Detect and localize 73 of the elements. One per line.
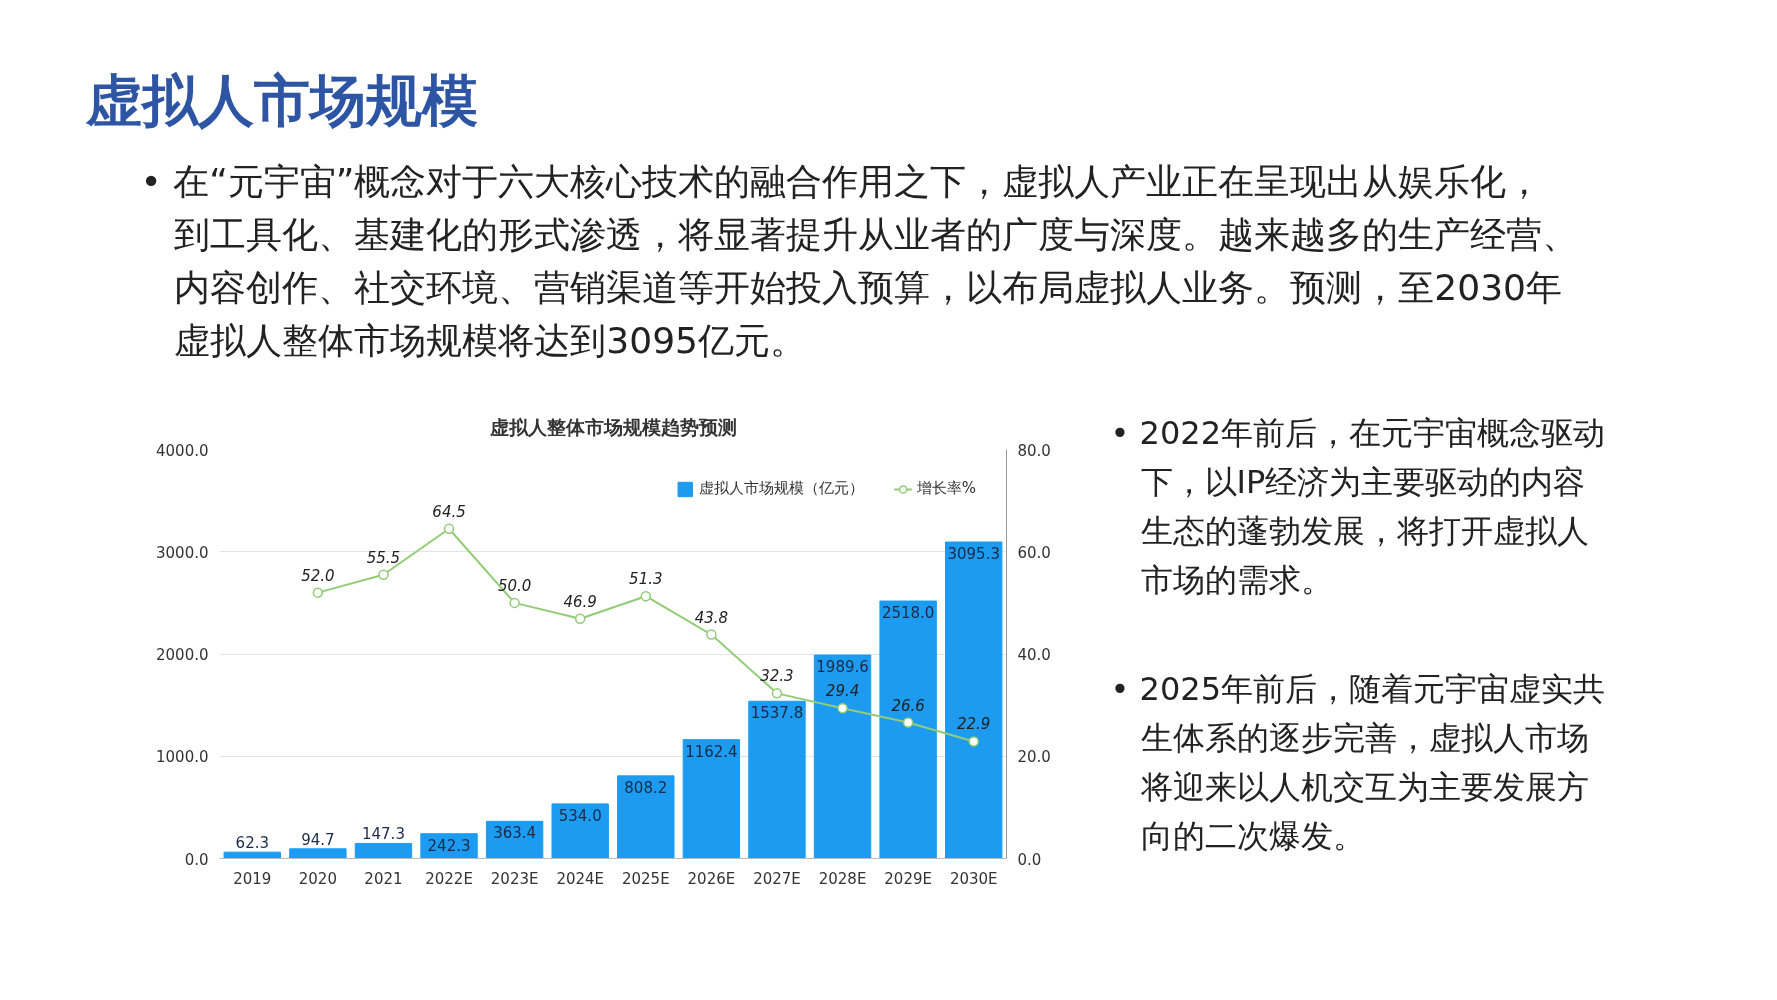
bar <box>879 600 937 859</box>
data-label: 94.7 <box>301 830 335 849</box>
point <box>771 688 783 699</box>
text: • 2025年前后，随着元宇宙虚实共生体系的逐步完善，虚拟人市场将迎来以人机交互为主要发展方向的二次爆发。 <box>1110 669 1605 855</box>
bar <box>354 842 413 859</box>
x-tick-label: 2022E <box>425 869 473 888</box>
x-tick-label: 2028E <box>818 869 867 888</box>
data-label: 22.9 <box>957 715 991 734</box>
point <box>509 597 520 609</box>
point <box>378 569 389 580</box>
bar <box>551 803 609 859</box>
data-label: 1162.4 <box>685 742 738 761</box>
data-label: 1989.6 <box>816 658 869 677</box>
y2-tick-label: 20.0 <box>1017 748 1051 767</box>
x-tick-label: 2020 <box>298 869 337 888</box>
text: • 在“元宇宙”概念对于六大核心技术的融合作用之下，虚拟人产业正在呈现出从娱乐化，到工具化、基建化的形式渗透，将显著提升从业者的广度与深度。越来越多的生产经营、内容创作、社交环境、营销渠道等开始投入预算，以布局虚拟人业务。预测，至2030年虚拟人整体市场规模将达到3095亿元。 <box>140 161 1579 361</box>
x-tick-label: 2019 <box>233 869 272 888</box>
x-tick-label: 2024E <box>556 869 605 888</box>
legend-label: 虚拟人市场规模（亿元） <box>698 479 864 498</box>
point <box>574 613 586 624</box>
data-label: 55.5 <box>366 548 401 567</box>
bar <box>813 654 872 859</box>
point <box>706 629 717 640</box>
y2-tick-label: 80.0 <box>1017 441 1051 460</box>
x-tick-label: 2025E <box>621 869 670 888</box>
data-label: 51.3 <box>629 570 663 589</box>
chart-title: 虚拟人整体市场规模趋势预测 <box>488 415 737 438</box>
data-label: 363.4 <box>493 824 537 843</box>
bar <box>223 851 281 859</box>
data-label: 147.3 <box>361 825 405 844</box>
point <box>443 523 455 534</box>
x-tick-label: 2027E <box>753 869 801 888</box>
y-tick-label: 2000.0 <box>156 646 209 664</box>
data-label: 43.8 <box>694 608 729 627</box>
y-tick-label: 4000.0 <box>156 441 209 460</box>
y2-tick-label: 60.0 <box>1017 543 1051 562</box>
data-label: 242.3 <box>427 836 471 855</box>
data-label: 62.3 <box>235 834 269 853</box>
y-tick-label: 1000.0 <box>156 748 209 767</box>
data-label: 26.6 <box>891 696 925 715</box>
data-label: 50.0 <box>497 576 532 595</box>
y2-tick-label: 0.0 <box>1017 850 1042 869</box>
x-tick-label: 2023E <box>490 869 539 888</box>
x-tick-label: 2029E <box>884 869 932 888</box>
legend-label: 增长率% <box>916 479 976 498</box>
bar <box>945 541 1003 859</box>
bar <box>748 700 806 859</box>
data-label: 29.4 <box>825 682 860 701</box>
point <box>968 736 979 747</box>
point <box>312 587 324 598</box>
data-label: 3095.3 <box>947 545 1000 564</box>
point <box>837 702 848 714</box>
text: • 2022年前后，在元宇宙概念驱动下，以IP经济为主要驱动的内容生态的蓬勃发展，将打开虚拟人市场的需求。 <box>1110 413 1605 599</box>
data-label: 64.5 <box>432 502 466 521</box>
data-label: 52.0 <box>301 566 335 585</box>
y2-tick-label: 40.0 <box>1017 646 1051 664</box>
bar <box>289 848 347 859</box>
text: 虚拟人市场规模 <box>84 68 478 133</box>
bar <box>682 739 741 859</box>
point <box>640 590 652 602</box>
data-label: 32.3 <box>760 667 794 686</box>
x-tick-label: 2021 <box>364 869 403 888</box>
bar <box>617 775 675 859</box>
x-tick-label: 2030E <box>949 869 998 888</box>
data-label: 1537.8 <box>750 704 804 723</box>
data-label: 46.9 <box>563 592 597 611</box>
data-label: 534.0 <box>558 806 602 825</box>
data-label: 808.2 <box>624 778 668 797</box>
y-tick-label: 3000.0 <box>156 543 209 562</box>
x-tick-label: 2026E <box>687 869 736 888</box>
data-label: 2518.0 <box>881 604 935 623</box>
point <box>902 717 914 728</box>
y-tick-label: 0.0 <box>184 850 209 869</box>
